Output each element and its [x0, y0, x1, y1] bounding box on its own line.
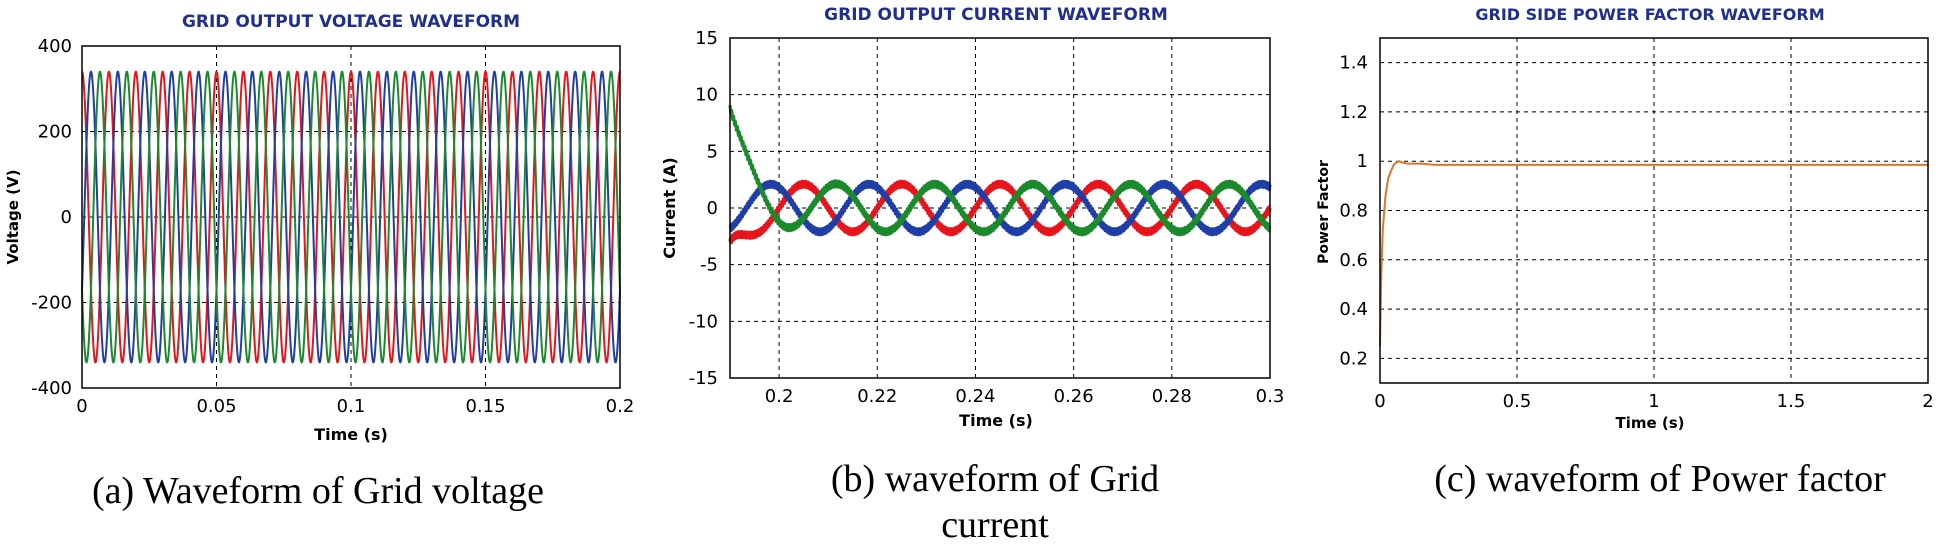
voltage-series-phase-c: [81, 70, 621, 364]
current-y-tick-6: -15: [689, 368, 718, 389]
power-factor-y-tick-0: 1.4: [1339, 53, 1368, 74]
power-factor-y-tick-3: 0.8: [1339, 201, 1368, 222]
power-factor-x-tick-3: 1.5: [1777, 391, 1806, 412]
voltage-x-label: Time (s): [314, 425, 388, 444]
power-factor-x-tick-4: 2: [1922, 391, 1933, 412]
current-y-tick-5: -10: [689, 311, 718, 332]
power-factor-y-tick-6: 0.2: [1339, 348, 1368, 369]
current-x-tick-5: 0.3: [1256, 386, 1285, 407]
caption-b: (b) waveform of Grid current: [770, 456, 1220, 548]
current-y-tick-1: 10: [695, 85, 718, 106]
power-factor-chart-title: GRID SIDE POWER FACTOR WAVEFORM: [1475, 5, 1824, 24]
voltage-chart: GRID OUTPUT VOLTAGE WAVEFORM 0 0.05 0.1 0.1…: [4, 12, 634, 444]
caption-b-line-2: current: [941, 504, 1049, 546]
voltage-y-tick-4: -400: [31, 378, 72, 399]
current-x-tick-1: 0.22: [857, 386, 897, 407]
voltage-x-tick-1: 0.05: [196, 396, 236, 417]
voltage-y-tick-1: 200: [38, 122, 72, 143]
power-factor-x-tick-0: 0: [1374, 391, 1385, 412]
voltage-x-tick-4: 0.2: [606, 396, 635, 417]
current-chart: GRID OUTPUT CURRENT WAVEFORM 0.2 0.22 0.24…: [660, 5, 1284, 430]
current-x-tick-3: 0.26: [1054, 386, 1094, 407]
current-x-tick-2: 0.24: [955, 386, 995, 407]
voltage-y-label: Voltage (V): [4, 170, 22, 265]
current-chart-title: GRID OUTPUT CURRENT WAVEFORM: [824, 5, 1168, 25]
power-factor-y-tick-5: 0.4: [1339, 299, 1368, 320]
voltage-y-tick-2: 0: [61, 207, 72, 228]
current-plot-frame: [729, 37, 1271, 379]
power-factor-series-power-factor: [1379, 160, 1928, 347]
voltage-y-tick-3: -200: [31, 293, 72, 314]
current-y-tick-4: -5: [700, 255, 718, 276]
power-factor-x-tick-2: 1: [1648, 391, 1659, 412]
power-factor-chart: GRID SIDE POWER FACTOR WAVEFORM 0 0.5 1 1.5…: [1316, 5, 1934, 432]
power-factor-x-label: Time (s): [1615, 414, 1684, 432]
power-factor-y-label: Power Factor: [1316, 160, 1332, 264]
power-factor-y-tick-2: 1: [1357, 151, 1368, 172]
current-x-label: Time (s): [959, 411, 1033, 430]
power-factor-y-tick-4: 0.6: [1339, 250, 1368, 271]
current-x-tick-0: 0.2: [765, 386, 794, 407]
current-series-phase-c: [728, 105, 1272, 237]
power-factor-y-tick-1: 1.2: [1339, 102, 1368, 123]
voltage-plot-frame: [81, 45, 621, 389]
current-y-label: Current (A): [660, 157, 679, 258]
caption-c: (c) waveform of Power factor: [1434, 458, 1886, 500]
caption-a: (a) Waveform of Grid voltage: [91, 470, 545, 512]
current-x-tick-4: 0.28: [1152, 386, 1192, 407]
current-y-tick-2: 5: [707, 141, 718, 162]
current-y-tick-3: 0: [707, 198, 718, 219]
voltage-x-tick-2: 0.1: [337, 396, 366, 417]
voltage-x-tick-0: 0: [76, 396, 87, 417]
power-factor-x-tick-1: 0.5: [1503, 391, 1532, 412]
voltage-y-tick-0: 400: [38, 36, 72, 57]
caption-b-line-1: (b) waveform of Grid: [830, 458, 1160, 500]
power-factor-plot-frame: [1379, 37, 1929, 384]
voltage-chart-title: GRID OUTPUT VOLTAGE WAVEFORM: [182, 12, 520, 32]
voltage-x-tick-3: 0.15: [465, 396, 505, 417]
current-y-tick-0: 15: [695, 28, 718, 49]
